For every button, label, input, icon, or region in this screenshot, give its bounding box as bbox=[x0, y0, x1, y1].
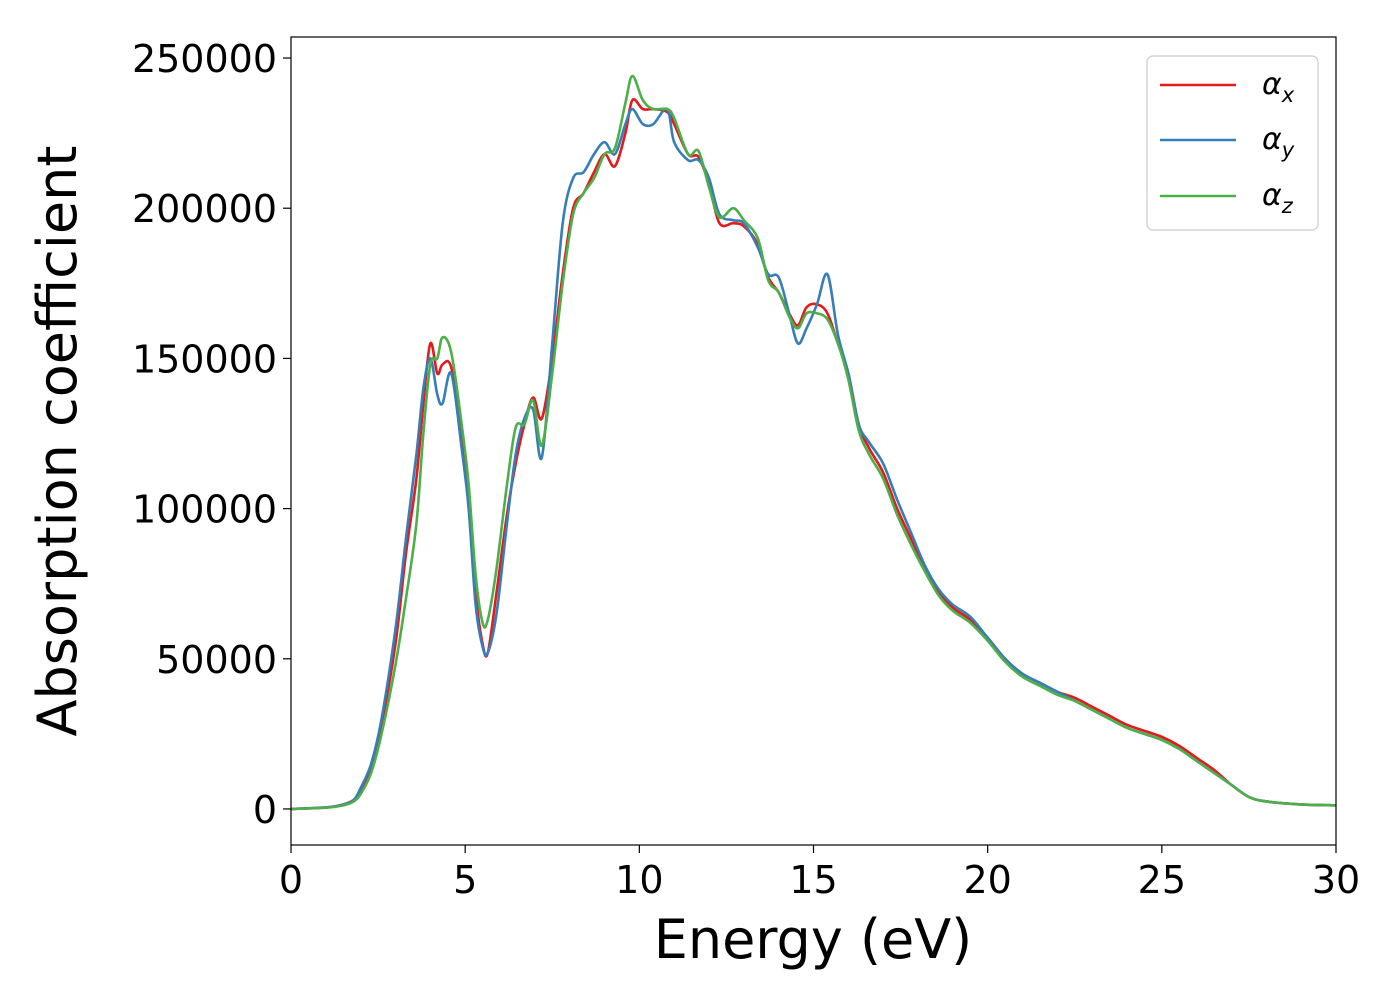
y-tick-label: 150000 bbox=[132, 337, 277, 381]
x-tick-label: 20 bbox=[963, 858, 1011, 902]
legend-box bbox=[1146, 55, 1319, 231]
y-tick-label: 50000 bbox=[156, 638, 277, 682]
x-axis: 0 5 10 15 20 25 30 bbox=[279, 845, 1360, 902]
y-tick-label: 100000 bbox=[132, 488, 277, 532]
y-axis: 0 50000 100000 150000 200000 250000 bbox=[132, 37, 291, 832]
legend-label-x: αx bbox=[1262, 67, 1295, 107]
series-layer bbox=[290, 74, 1337, 811]
x-tick-label: 0 bbox=[279, 858, 303, 902]
y-tick-label: 200000 bbox=[132, 187, 277, 231]
x-tick-label: 30 bbox=[1312, 858, 1360, 902]
x-axis-title: Energy (eV) bbox=[654, 908, 973, 971]
x-tick-label: 15 bbox=[789, 858, 837, 902]
x-tick-label: 5 bbox=[453, 858, 477, 902]
legend-label-z: αz bbox=[1262, 178, 1294, 218]
y-tick-label: 0 bbox=[253, 788, 277, 832]
series-line-y bbox=[290, 107, 1337, 811]
x-tick-label: 10 bbox=[615, 858, 663, 902]
legend: αx αy αz bbox=[1146, 55, 1319, 231]
series-line-z bbox=[290, 74, 1337, 811]
y-tick-label: 250000 bbox=[132, 37, 277, 81]
x-tick-label: 25 bbox=[1138, 858, 1186, 902]
y-axis-title: Absorption coefficient bbox=[26, 146, 89, 737]
legend-label-y: αy bbox=[1262, 122, 1295, 162]
